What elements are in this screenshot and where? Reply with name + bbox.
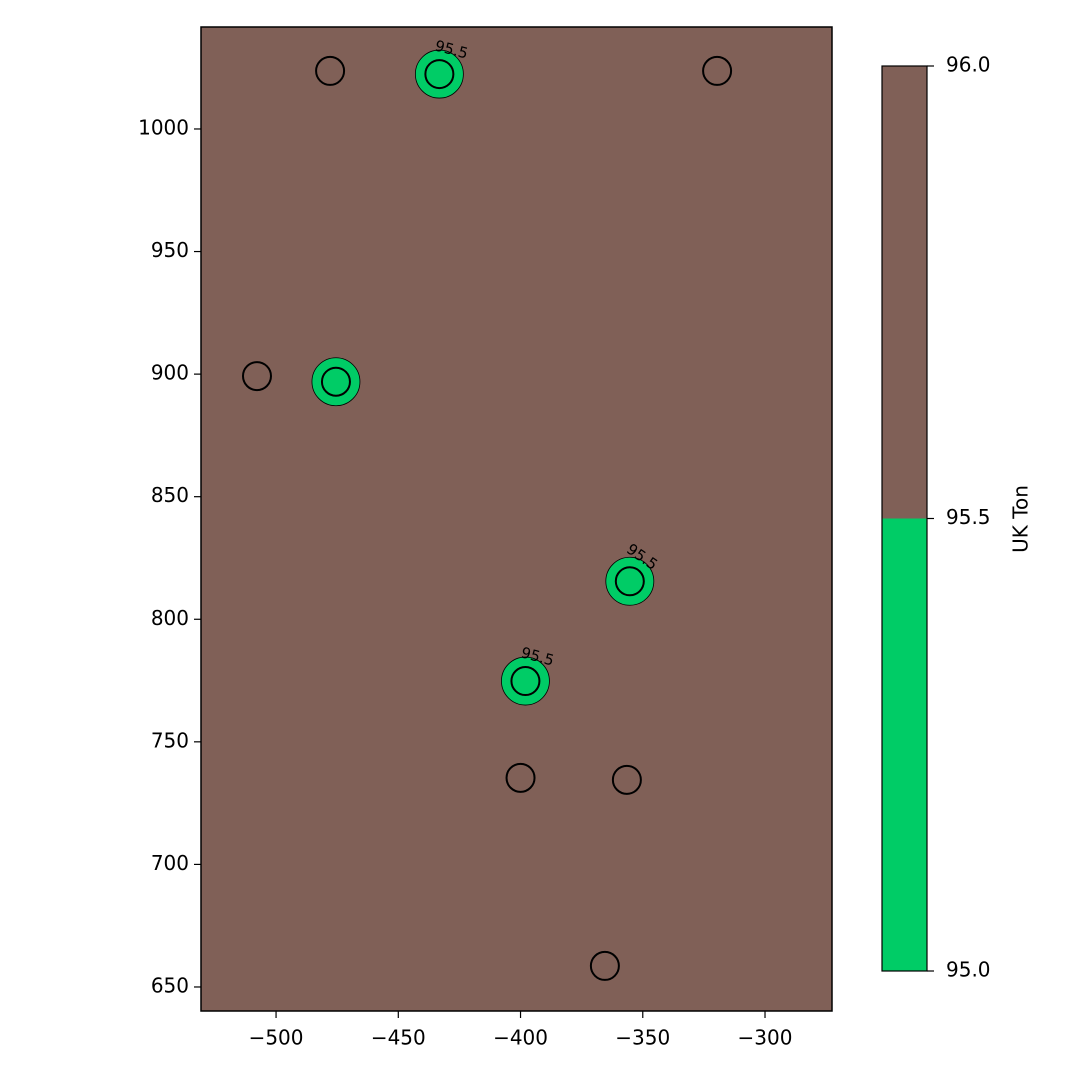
sample-point (320, 366, 351, 397)
x-tick-label: −400 (493, 1026, 548, 1050)
sample-point (510, 666, 541, 697)
sample-point (611, 764, 642, 795)
sample-point (241, 361, 272, 392)
x-tick-label: −300 (738, 1026, 793, 1050)
upper-band (201, 27, 832, 1011)
y-tick-label: 950 (151, 238, 189, 262)
y-tick-label: 750 (151, 728, 189, 752)
colorbar-tick-label: 96.0 (946, 53, 991, 77)
colorbar-tick-label: 95.0 (946, 958, 991, 982)
sample-point (702, 55, 733, 86)
sample-point (315, 55, 346, 86)
low-region (311, 357, 361, 407)
low-region (501, 656, 550, 706)
sample-point (424, 59, 455, 90)
y-tick-label: 900 (151, 361, 189, 385)
plot-frame (200, 26, 833, 1012)
x-tick-label: −500 (249, 1026, 304, 1050)
x-tick-label: −350 (615, 1026, 670, 1050)
sample-point (589, 950, 620, 981)
x-tick-label: −450 (371, 1026, 426, 1050)
colorbar-label: UK Ton (1009, 485, 1033, 553)
low-region (414, 49, 464, 99)
colorbar-tick-label: 95.5 (946, 505, 991, 529)
sample-point (614, 566, 645, 597)
low-region (605, 556, 655, 606)
y-tick-label: 800 (151, 606, 189, 630)
y-tick-label: 700 (151, 851, 189, 875)
sample-point (505, 762, 536, 793)
y-tick-label: 1000 (138, 115, 189, 139)
y-tick-label: 650 (151, 973, 189, 997)
colorbar-band (882, 66, 927, 519)
y-tick-label: 850 (151, 483, 189, 507)
colorbar-band (882, 518, 927, 971)
